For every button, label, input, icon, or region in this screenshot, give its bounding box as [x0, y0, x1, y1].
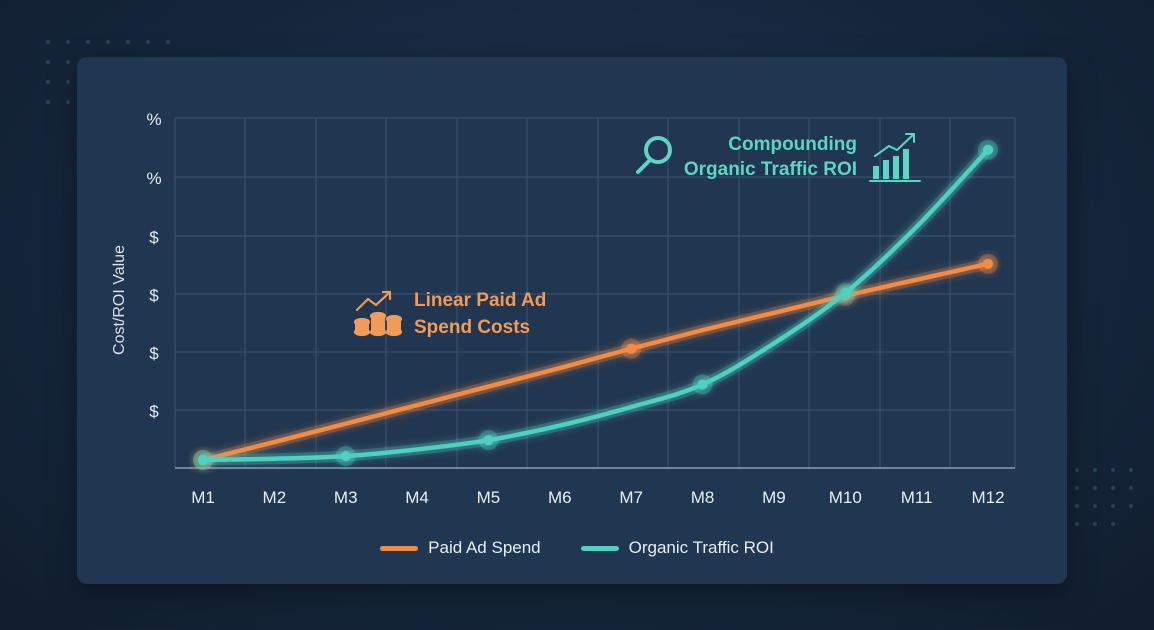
y-tick-label: $ [149, 228, 159, 247]
series-glow-organic-traffic-roi [197, 144, 994, 466]
y-tick-label: % [146, 169, 161, 188]
series-lines [193, 139, 998, 471]
coins-growth-icon [353, 290, 403, 337]
x-tick-label: M8 [691, 488, 715, 507]
x-tick-labels: M1 M2 M3 M4 M5 M6 M7 M8 M9 M10 M11 M12 [191, 488, 1004, 507]
data-point [840, 288, 851, 298]
organic-roi-annotation-line-2: Organic Traffic ROI [684, 159, 857, 180]
paid-ad-annotation-line-1: Linear Paid Ad [414, 290, 546, 311]
x-tick-label: M2 [263, 488, 287, 507]
y-tick-labels: %% $ $ $ $ [146, 110, 161, 421]
x-tick-label: M3 [334, 488, 358, 507]
data-point [483, 435, 494, 446]
x-tick-label: M6 [548, 488, 572, 507]
x-tick-label: M12 [971, 488, 1004, 507]
legend-swatch-organic-traffic-roi [580, 545, 619, 551]
x-tick-label: M11 [901, 488, 933, 507]
legend-item-paid-ad-spend: Paid Ad Spend [380, 538, 541, 558]
magnifier-icon [636, 136, 672, 174]
x-tick-label: M9 [762, 488, 786, 507]
data-point [626, 343, 637, 354]
x-tick-label: M1 [191, 488, 215, 507]
y-tick-label: $ [149, 286, 159, 305]
data-point [198, 455, 208, 466]
legend-swatch-paid-ad-spend [380, 545, 419, 551]
x-tick-label: M5 [477, 488, 501, 507]
legend-item-organic-traffic-roi: Organic Traffic ROI [580, 538, 774, 558]
organic-roi-annotation: Compounding Organic Traffic ROI [636, 133, 921, 182]
bar-growth-icon [869, 133, 921, 182]
x-tick-label: M4 [405, 488, 429, 507]
data-point [983, 258, 993, 269]
y-tick-label: $ [149, 344, 159, 363]
y-tick-label: % [146, 110, 161, 129]
series-paid-ad-spend [193, 253, 998, 471]
paid-ad-annotation: Linear Paid Ad Spend Costs [353, 290, 546, 338]
x-tick-label: M7 [619, 488, 643, 507]
data-point [340, 451, 351, 462]
data-point [983, 144, 993, 155]
y-axis-label: Cost/ROI Value [111, 245, 128, 355]
legend-label-paid-ad-spend: Paid Ad Spend [428, 538, 541, 557]
legend-label-organic-traffic-roi: Organic Traffic ROI [628, 538, 774, 557]
y-tick-label: $ [149, 402, 159, 421]
x-tick-label: M10 [829, 488, 862, 507]
data-point [697, 379, 708, 390]
organic-roi-annotation-line-1: Compounding [728, 134, 857, 155]
legend: Paid Ad Spend Organic Traffic ROI [0, 538, 1154, 558]
paid-ad-annotation-line-2: Spend Costs [414, 317, 530, 338]
series-organic-traffic-roi [193, 139, 998, 471]
